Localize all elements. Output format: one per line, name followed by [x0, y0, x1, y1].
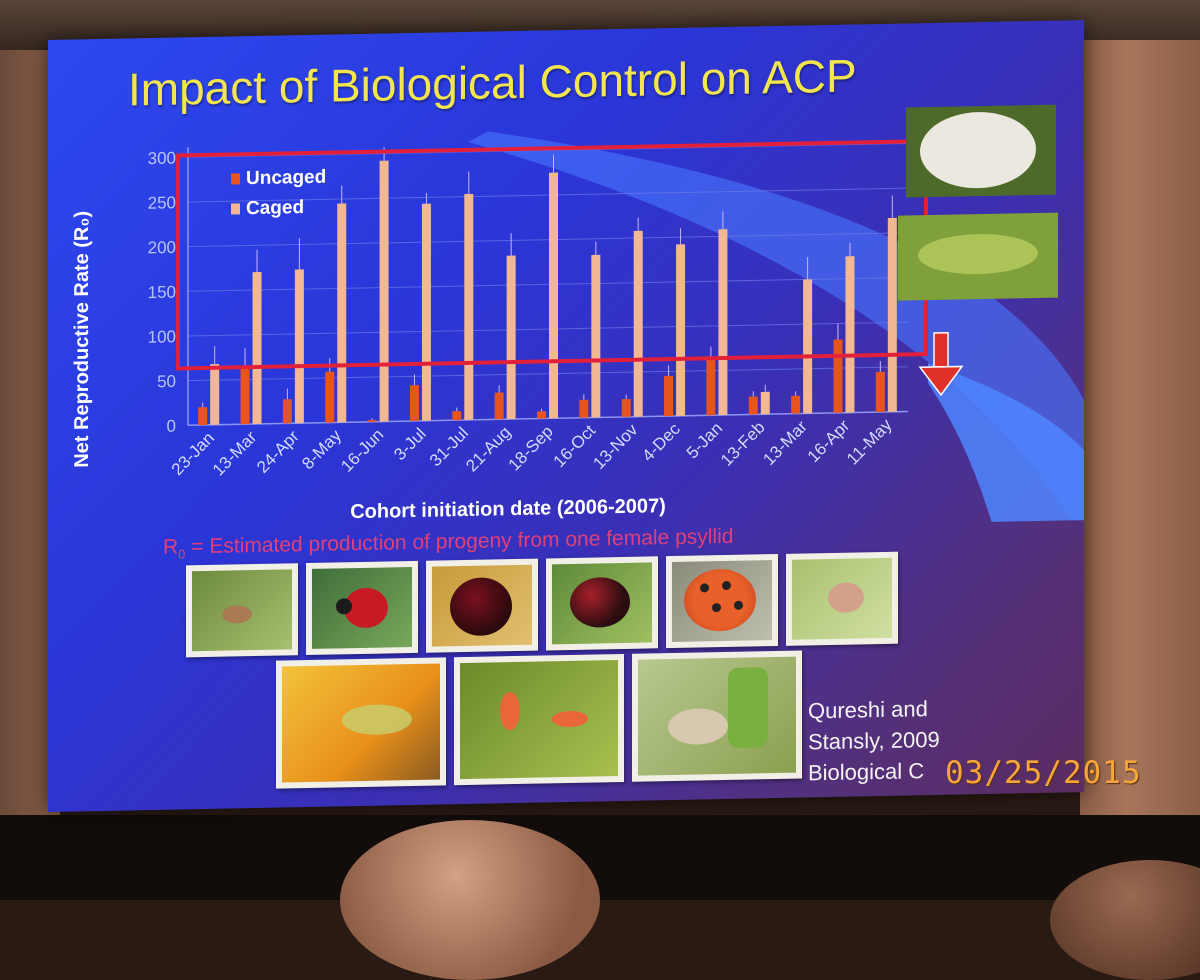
spider-photo — [786, 551, 898, 646]
x-tick-label: 16-Jun — [337, 425, 387, 476]
citation: Qureshi and Stansly, 2009 Biological C — [808, 693, 940, 789]
citation-line-3: Biological C — [808, 758, 925, 786]
bar-uncaged — [579, 399, 589, 418]
bar-uncaged — [240, 366, 250, 425]
bar-caged — [845, 256, 855, 413]
r0-symbol: R — [163, 535, 179, 559]
audience-head — [340, 820, 600, 980]
y-axis-label: Net Reproductive Rate (R₀) — [71, 211, 93, 468]
y-tick-label: 200 — [148, 238, 176, 258]
x-tick-label: 13-Feb — [717, 418, 769, 470]
x-tick-label: 13-Mar — [759, 417, 811, 469]
gridline — [188, 187, 908, 203]
legend-swatch-caged — [231, 203, 240, 215]
bar-caged — [464, 193, 474, 421]
x-tick-label: 11-May — [843, 415, 896, 468]
bar-caged — [252, 272, 262, 425]
bar-caged — [676, 244, 686, 416]
photo-row-bottom — [276, 650, 802, 789]
leaf-highlight — [918, 234, 1038, 275]
red-lady-beetle-photo — [306, 560, 418, 656]
x-axis-label: Cohort initiation date (2006-2007) — [350, 495, 666, 523]
x-axis — [188, 410, 908, 427]
bar-caged — [549, 172, 558, 419]
camera-datestamp: 03/25/2015 — [945, 755, 1142, 791]
bar-uncaged — [537, 411, 546, 419]
citation-line-1: Qureshi and — [808, 696, 928, 724]
x-tick-label: 23-Jan — [168, 428, 218, 479]
legend-swatch-uncaged — [231, 173, 240, 185]
bar-caged — [337, 203, 347, 423]
x-tick-label: 13-Nov — [589, 420, 642, 473]
down-arrow-shaft — [933, 331, 949, 368]
x-tick-label: 13-Mar — [209, 427, 261, 479]
down-arrow-head — [918, 365, 964, 397]
x-tick-label: 18-Sep — [505, 422, 557, 475]
bar-uncaged — [791, 395, 801, 414]
gridline — [188, 321, 908, 337]
x-tick-label: 21-Aug — [462, 423, 514, 476]
gridline — [188, 232, 908, 248]
bar-caged — [294, 269, 304, 424]
bar-caged — [887, 217, 897, 412]
projected-slide: Impact of Biological Control on ACP 0 50 1… — [48, 20, 1084, 812]
parasitized-nymph-photo — [632, 650, 802, 782]
bar-uncaged — [748, 396, 758, 415]
lacewing-on-flower-photo — [276, 657, 446, 789]
bar-uncaged — [833, 339, 843, 413]
bar-caged — [210, 363, 220, 425]
y-tick-label: 100 — [148, 327, 176, 347]
bar-caged — [718, 229, 728, 416]
bar-uncaged — [282, 399, 292, 424]
x-tick-label: 3-Jul — [390, 424, 429, 464]
psyllid-on-leaf-photo — [186, 563, 298, 658]
bar-uncaged — [706, 359, 716, 416]
legend-label-uncaged: Uncaged — [246, 167, 326, 190]
white-insect-colony — [920, 112, 1036, 189]
dark-lady-beetle-photo — [426, 558, 538, 653]
larvae-on-leaf-photo — [454, 653, 624, 786]
x-tick-label: 24-Apr — [253, 427, 303, 477]
bar-caged — [803, 279, 813, 414]
bar-uncaged — [198, 407, 208, 426]
chart: 05010015020025030023-Jan13-Mar24-Apr8-Ma… — [71, 104, 1084, 540]
room-floor — [0, 815, 1200, 900]
bar-uncaged — [494, 392, 504, 420]
bar-caged — [379, 160, 389, 422]
bar-uncaged — [367, 419, 377, 422]
bar-caged — [591, 254, 601, 418]
bar-uncaged — [452, 411, 462, 421]
photo-row-top — [186, 551, 898, 658]
y-tick-label: 50 — [157, 372, 176, 391]
y-tick-label: 0 — [167, 417, 176, 436]
bar-caged — [760, 391, 770, 415]
bar-uncaged — [664, 375, 674, 417]
citation-line-2: Stansly, 2009 — [808, 726, 940, 755]
room-wall-right — [1080, 40, 1200, 830]
bar-uncaged — [409, 385, 419, 422]
background-swoosh — [468, 131, 1084, 540]
bar-uncaged — [621, 398, 631, 417]
background-swoosh-lower — [928, 363, 1084, 540]
gridline — [188, 276, 908, 292]
legend-label-caged: Caged — [246, 197, 304, 219]
bar-caged — [633, 230, 643, 417]
gridline — [188, 366, 908, 382]
bar-caged — [506, 255, 516, 420]
x-tick-label: 4-Dec — [638, 419, 684, 465]
y-tick-label: 150 — [148, 283, 176, 303]
black-lady-beetle-photo — [546, 556, 658, 651]
y-tick-label: 250 — [148, 193, 176, 213]
y-tick-label: 300 — [148, 149, 176, 169]
x-tick-label: 8-May — [298, 426, 345, 474]
bar-uncaged — [875, 371, 885, 413]
bar-uncaged — [325, 371, 335, 423]
bar-caged — [421, 203, 431, 421]
spotted-lady-beetle-photo — [666, 553, 778, 649]
